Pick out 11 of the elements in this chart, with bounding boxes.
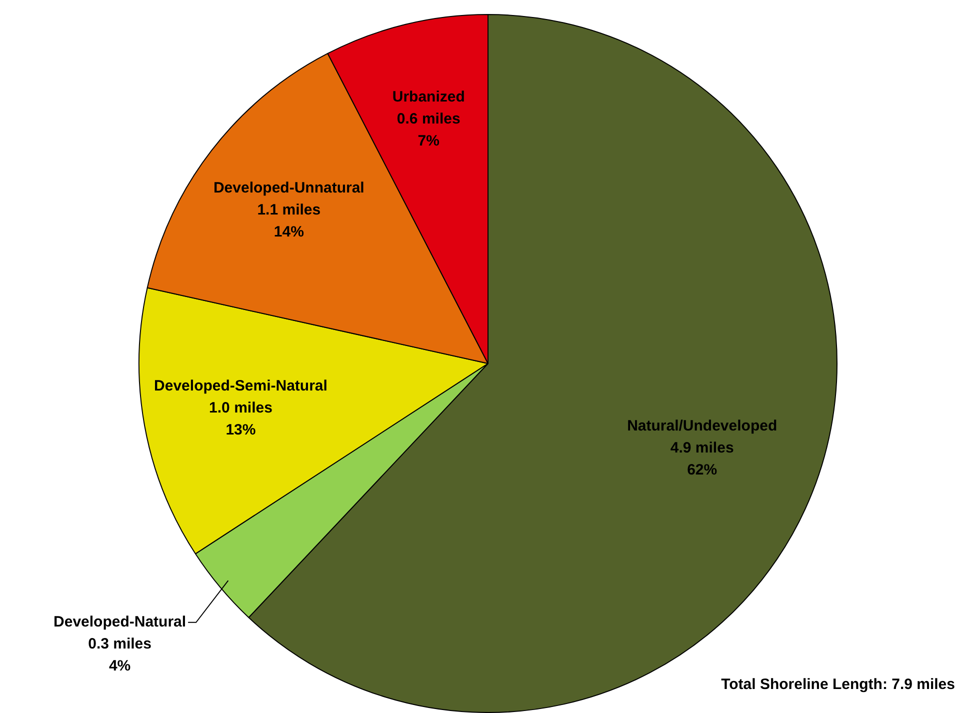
data-label: 1.1 miles 14% (257, 201, 321, 240)
data-label: 4.9 miles 62% (670, 440, 734, 479)
data-label: 0.6 miles 7% (396, 110, 460, 150)
slice-label: Developed-Semi-Natural (154, 377, 328, 394)
data-label: 1.0 miles 13% (209, 399, 272, 438)
slice-label: Urbanized (392, 88, 465, 106)
data-label: 0.3 miles 4% (88, 636, 152, 675)
slice-label: Developed-Unnatural (213, 179, 364, 196)
text: Total Shoreline Length: 7.9 miles (721, 676, 955, 694)
slice-label: Natural/Undeveloped (627, 418, 778, 435)
slice-label: Developed-Natural (54, 614, 186, 631)
